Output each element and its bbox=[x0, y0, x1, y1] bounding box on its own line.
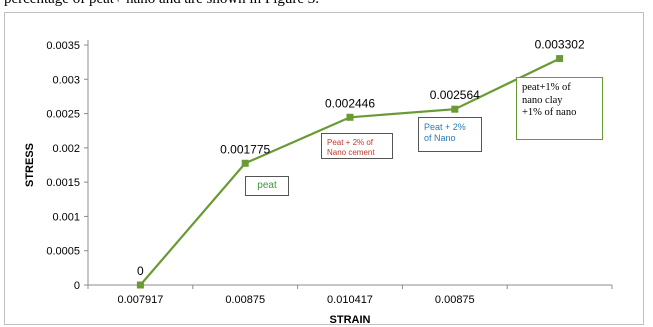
caption-text: percentage of peat+ nano and are shown i… bbox=[4, 0, 319, 8]
annotation-box: Peat + 2% of Nano bbox=[418, 117, 482, 152]
x-tick-labels: 0.007917 0.00875 0.010417 0.00875 bbox=[87, 285, 613, 306]
data-label: 0.001775 bbox=[220, 142, 270, 156]
y-tick-label: 0 bbox=[74, 280, 80, 292]
x-tick-label: 0.00875 bbox=[435, 294, 475, 306]
y-tick-label: 0.001 bbox=[52, 211, 80, 223]
data-label: 0.003302 bbox=[535, 38, 585, 52]
annotation-box: Peat + 2% of Nano cement bbox=[321, 133, 393, 159]
series-polyline bbox=[139, 57, 561, 286]
y-tick-label: 0.002 bbox=[52, 143, 80, 155]
y-tick-label: 0.0025 bbox=[46, 109, 80, 121]
axes bbox=[87, 40, 612, 286]
y-tick-label: 0.0015 bbox=[46, 177, 80, 189]
x-tick-label: 0.00875 bbox=[225, 294, 265, 306]
data-point bbox=[451, 105, 459, 113]
data-point bbox=[346, 113, 354, 121]
chart-area bbox=[4, 12, 644, 325]
data-point bbox=[136, 281, 144, 289]
y-tick-labels: 0 0.0005 0.001 0.0015 0.002 0.0025 0.003 0.0035 bbox=[46, 40, 88, 292]
x-tick-label: 0.007917 bbox=[117, 294, 163, 306]
x-tick-label: 0.010417 bbox=[327, 294, 373, 306]
annotation-box: peat+1% of nano clay +1% of nano bbox=[516, 77, 603, 140]
annotation-box: peat bbox=[245, 176, 289, 196]
x-axis-label: STRAIN bbox=[330, 314, 371, 326]
series-line bbox=[136, 55, 564, 289]
data-point bbox=[241, 159, 249, 167]
y-tick-label: 0.0005 bbox=[46, 246, 80, 258]
y-axis-label: STRESS bbox=[24, 143, 36, 187]
y-tick-label: 0.0035 bbox=[46, 40, 80, 52]
data-label: 0 bbox=[137, 264, 144, 278]
data-point bbox=[556, 55, 564, 63]
caption-fragment: percentage of peat+ nano and are shown i… bbox=[0, 0, 653, 9]
data-label: 0.002446 bbox=[325, 96, 375, 110]
data-labels: 0 0.001775 0.002446 0.002564 0.003302 bbox=[137, 38, 585, 278]
y-tick-label: 0.003 bbox=[52, 74, 80, 86]
data-label: 0.002564 bbox=[430, 88, 480, 102]
